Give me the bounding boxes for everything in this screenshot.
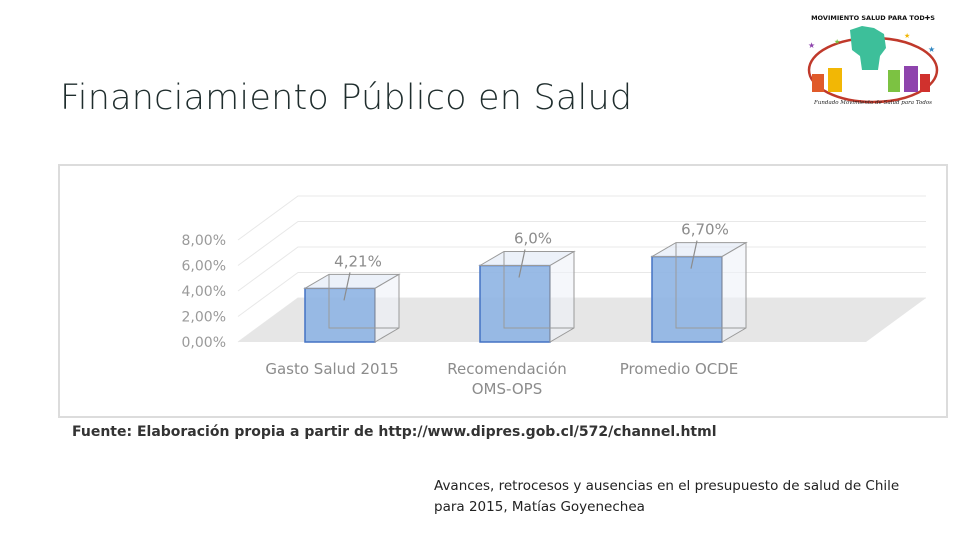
chart-floor bbox=[238, 298, 926, 342]
slide-caption: Avances, retrocesos y ausencias en el pr… bbox=[434, 478, 900, 515]
y-tick-label: 8,00% bbox=[182, 233, 226, 249]
category-label: Gasto Salud 2015 bbox=[265, 360, 398, 378]
category-label: Recomendación bbox=[447, 360, 567, 378]
data-label-leader bbox=[518, 249, 526, 278]
logo-star-1: ★ bbox=[808, 41, 815, 50]
data-label: 6,70% bbox=[681, 221, 729, 239]
logo-star-4: ★ bbox=[928, 45, 935, 54]
chart-svg: 0,00% 2,00% 4,00% 6,00% 8,00% 4,21% Gasto Salu… bbox=[182, 195, 926, 398]
logo-house-2 bbox=[828, 68, 842, 92]
bar-side bbox=[721, 241, 747, 343]
source-note: Fuente: Elaboración propia a partir de h… bbox=[72, 424, 717, 440]
logo-house-1 bbox=[812, 74, 824, 92]
y-tick-label: 2,00% bbox=[182, 310, 226, 326]
y-tick-label: 6,00% bbox=[182, 259, 226, 275]
bar-back-edge bbox=[675, 242, 746, 329]
logo-house-5 bbox=[920, 74, 930, 92]
logo-house-3 bbox=[888, 70, 900, 92]
data-label: 6,0% bbox=[514, 230, 552, 248]
y-tick-label: 0,00% bbox=[182, 335, 226, 351]
logo-bottom-text: Fundado Movimiento de Salud para Todos bbox=[813, 100, 932, 106]
gridline bbox=[237, 195, 926, 241]
logo-fist bbox=[850, 26, 886, 70]
bar-back-edge bbox=[503, 251, 574, 329]
data-label-leader bbox=[343, 272, 351, 301]
data-label-leader bbox=[690, 240, 698, 269]
movement-logo: MOVIMIENTO SALUD PARA TOD✚S ★ ★ ★ ★ Fund… bbox=[807, 14, 939, 106]
bar-front bbox=[304, 287, 376, 343]
logo-star-3: ★ bbox=[904, 32, 910, 40]
logo-star-2: ★ bbox=[834, 38, 840, 46]
logo-house-4 bbox=[904, 66, 918, 92]
y-tick-label: 4,00% bbox=[182, 284, 226, 300]
bar-front bbox=[651, 255, 723, 343]
bar-front bbox=[479, 264, 551, 343]
data-label: 4,21% bbox=[334, 252, 382, 270]
bar-back-edge bbox=[328, 274, 399, 329]
category-label: Promedio OCDE bbox=[620, 360, 739, 378]
logo-top-text: MOVIMIENTO SALUD PARA TOD✚S bbox=[811, 14, 935, 22]
chart-frame: 0,00% 2,00% 4,00% 6,00% 8,00% 4,21% Gasto Salu… bbox=[58, 164, 948, 418]
gridline bbox=[237, 221, 926, 266]
category-label: OMS-OPS bbox=[472, 380, 542, 398]
slide-title: Financiamiento Público en Salud bbox=[60, 78, 633, 118]
